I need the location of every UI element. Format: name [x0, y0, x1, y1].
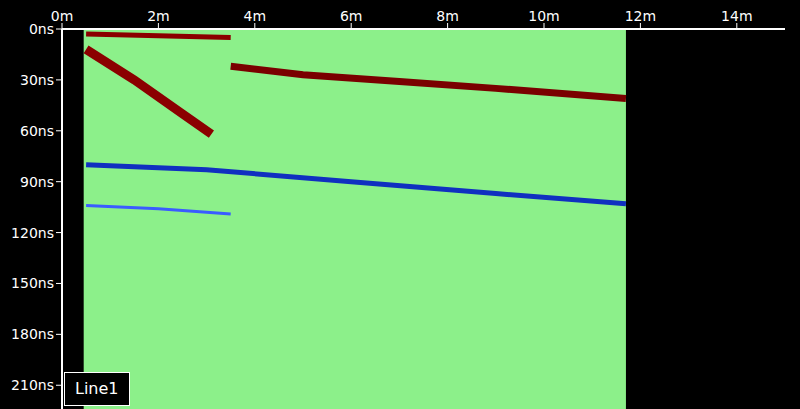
svg-text:6m: 6m — [340, 8, 363, 24]
svg-text:8m: 8m — [436, 8, 459, 24]
svg-text:12m: 12m — [625, 8, 656, 24]
svg-text:180ns: 180ns — [11, 326, 54, 342]
svg-text:120ns: 120ns — [11, 225, 54, 241]
svg-text:4m: 4m — [244, 8, 267, 24]
svg-text:30ns: 30ns — [20, 72, 54, 88]
html-text:Line1: Line1 — [75, 379, 119, 398]
svg-text:60ns: 60ns — [20, 123, 54, 139]
svg-text:2m: 2m — [147, 8, 170, 24]
svg-text:150ns: 150ns — [11, 275, 54, 291]
svg-text:90ns: 90ns — [20, 174, 54, 190]
svg-text:0m: 0m — [51, 8, 74, 24]
svg-text:0ns: 0ns — [29, 21, 54, 37]
svg-text:210ns: 210ns — [11, 377, 54, 393]
svg-text:14m: 14m — [721, 8, 752, 24]
svg-text:10m: 10m — [528, 8, 559, 24]
